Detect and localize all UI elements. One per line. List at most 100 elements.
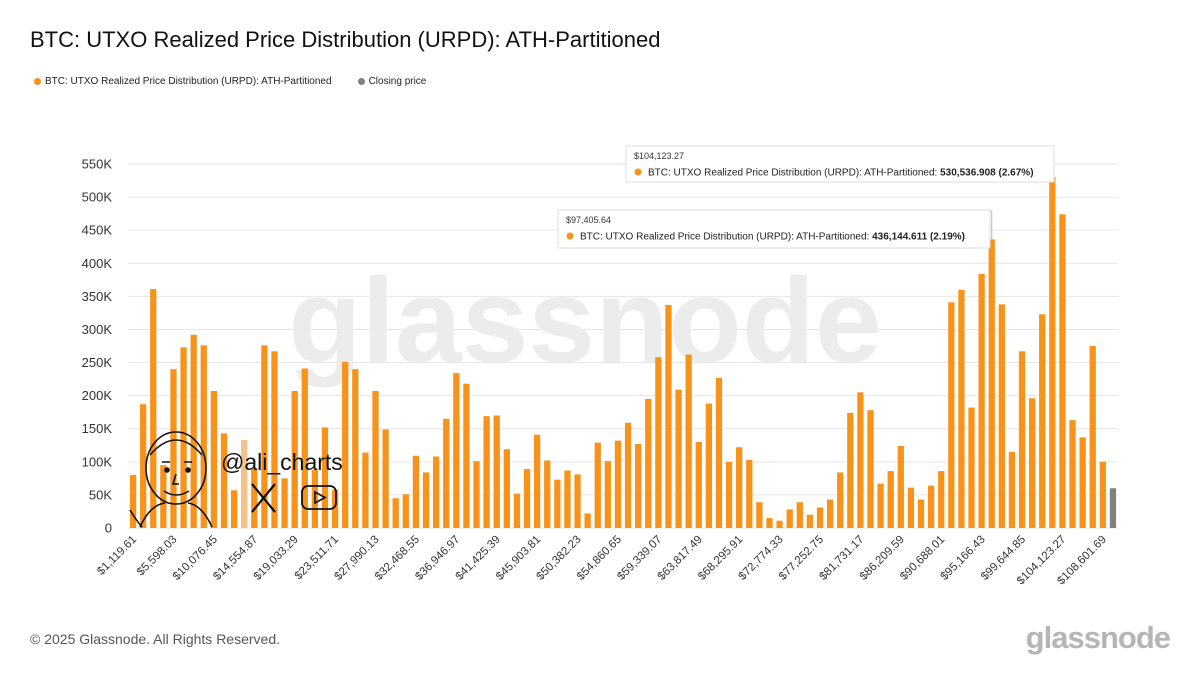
bar bbox=[140, 404, 147, 528]
youtube-icon[interactable] bbox=[301, 485, 337, 510]
bar bbox=[392, 498, 399, 528]
x-axis-ticks: $1,119.61$5,598.03$10,076.45$14,554.87$1… bbox=[95, 534, 1109, 588]
y-tick-label: 450K bbox=[82, 223, 113, 238]
bar bbox=[624, 422, 632, 528]
bar bbox=[938, 471, 945, 528]
bar bbox=[251, 468, 258, 528]
avatar-overlay: @ali_charts bbox=[129, 431, 343, 528]
bar bbox=[513, 493, 521, 528]
legend-dot-closing bbox=[357, 78, 365, 85]
bar bbox=[432, 456, 440, 528]
twitter-handle: @ali_charts bbox=[221, 449, 343, 475]
bar bbox=[655, 357, 662, 528]
bar bbox=[736, 447, 743, 528]
bar bbox=[523, 469, 531, 528]
chart-title: BTC: UTXO Realized Price Distribution (U… bbox=[30, 27, 661, 52]
bar bbox=[958, 289, 965, 528]
bar bbox=[150, 289, 157, 528]
tooltip-dot bbox=[566, 232, 574, 240]
bar bbox=[988, 239, 995, 528]
bar bbox=[998, 304, 1005, 528]
y-tick-label: 50K bbox=[89, 487, 112, 502]
bar bbox=[665, 304, 672, 528]
y-tick-label: 150K bbox=[82, 421, 113, 436]
bar bbox=[725, 461, 733, 528]
bar bbox=[594, 442, 601, 528]
bar bbox=[473, 461, 480, 528]
y-tick-label: 500K bbox=[82, 190, 113, 205]
bar bbox=[362, 452, 369, 528]
bar bbox=[352, 369, 359, 528]
bar bbox=[887, 471, 894, 528]
bar bbox=[806, 514, 814, 528]
tooltip-value: 436,144.611 (2.19%) bbox=[872, 232, 965, 243]
y-tick-label: 400K bbox=[82, 256, 113, 271]
bar bbox=[897, 445, 904, 528]
glassnode-logo[interactable]: glassnode bbox=[1025, 620, 1171, 655]
bar bbox=[978, 273, 985, 528]
bar-highlighted bbox=[241, 439, 248, 528]
bar bbox=[180, 347, 187, 528]
tooltip-value: 530,536.908 (2.67%) bbox=[940, 168, 1033, 179]
y-tick-label: 300K bbox=[82, 322, 113, 337]
y-tick-label: 550K bbox=[82, 157, 113, 172]
legend-item-closing-price[interactable]: Closing price bbox=[357, 76, 427, 87]
bar bbox=[948, 302, 955, 528]
bar bbox=[746, 459, 753, 528]
closing-price-bar bbox=[1109, 488, 1117, 528]
bar bbox=[210, 391, 217, 528]
bar bbox=[422, 472, 430, 528]
bar bbox=[1069, 420, 1076, 528]
bar bbox=[847, 412, 854, 528]
tooltip-box bbox=[625, 145, 1055, 183]
bar bbox=[1049, 176, 1056, 528]
bar bbox=[604, 461, 611, 528]
tooltip-text: BTC: UTXO Realized Price Distribution (U… bbox=[580, 232, 965, 243]
legend-item-urpd[interactable]: BTC: UTXO Realized Price Distribution (U… bbox=[34, 76, 332, 87]
bar bbox=[968, 407, 975, 528]
bar bbox=[534, 434, 541, 528]
tooltip-price: $104,123.27 bbox=[634, 151, 684, 161]
bar bbox=[483, 416, 490, 528]
bar bbox=[1089, 346, 1096, 528]
bar bbox=[402, 494, 409, 528]
bar bbox=[342, 361, 349, 528]
legend-label-urpd: BTC: UTXO Realized Price Distribution (U… bbox=[45, 76, 332, 87]
bar bbox=[170, 369, 177, 528]
bar bbox=[564, 470, 571, 528]
bar bbox=[129, 475, 137, 528]
bar bbox=[574, 474, 581, 528]
legend-label-closing: Closing price bbox=[368, 76, 427, 87]
bar bbox=[685, 354, 692, 528]
bars bbox=[129, 176, 1117, 528]
bar bbox=[766, 518, 773, 528]
bar bbox=[301, 368, 308, 528]
bar bbox=[190, 334, 197, 528]
bar bbox=[331, 489, 339, 528]
bar bbox=[695, 441, 702, 528]
bar bbox=[1039, 314, 1046, 528]
bar bbox=[1079, 437, 1086, 528]
bar bbox=[321, 427, 329, 528]
bar bbox=[614, 440, 622, 528]
bar bbox=[220, 433, 228, 528]
bar bbox=[816, 507, 824, 528]
tooltip-price: $97,405.64 bbox=[566, 215, 611, 225]
bar bbox=[372, 391, 379, 528]
bar bbox=[160, 465, 167, 528]
bar bbox=[200, 345, 207, 528]
bar bbox=[291, 391, 298, 528]
bar bbox=[382, 429, 389, 528]
bar bbox=[1099, 461, 1106, 528]
bar bbox=[554, 479, 561, 528]
bar bbox=[261, 345, 268, 528]
bar bbox=[443, 418, 450, 528]
bar bbox=[412, 455, 420, 528]
bar bbox=[837, 472, 844, 528]
y-tick-label: 100K bbox=[82, 454, 113, 469]
bar bbox=[584, 513, 591, 528]
bar bbox=[675, 389, 682, 528]
bar bbox=[796, 502, 803, 528]
x-logo-icon[interactable] bbox=[251, 483, 276, 513]
